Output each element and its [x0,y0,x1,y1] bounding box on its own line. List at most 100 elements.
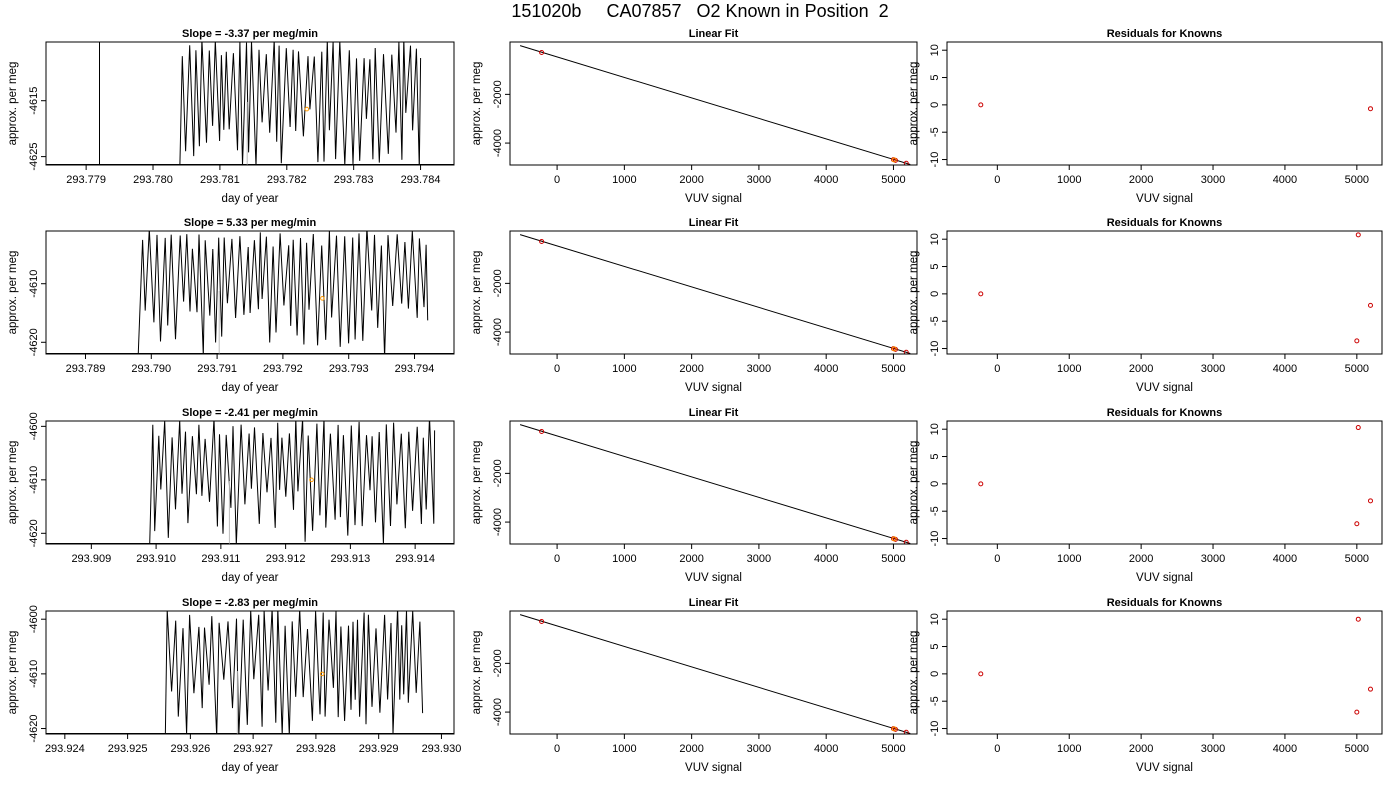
y-tick-label: 5 [929,263,941,269]
plot-data [46,42,454,165]
known-point [1355,616,1361,622]
known-point [539,49,545,55]
panel-title: Linear Fit [689,28,739,40]
plot-data [46,421,454,544]
plot-frame [509,230,918,355]
x-tick-label: 1000 [612,174,636,186]
plot-data [519,614,911,734]
x-axis-label: VUV signal [685,572,742,584]
y-tick-label: -4620 [28,519,40,547]
y-tick-label: -4000 [492,698,504,726]
x-axis-label: VUV signal [1136,193,1193,205]
plot-data [519,234,911,354]
panel-r2-trace: Slope = 5.33 per meg/min day of year appro… [7,217,455,394]
panel-r3-trace: Slope = -2.41 per meg/min day of year appr… [7,407,455,584]
panel-title: Slope = 5.33 per meg/min [184,217,317,229]
plot-frame [946,230,1383,355]
x-tick-label: 0 [994,363,1000,375]
known-point [978,671,984,677]
y-tick-label: 5 [929,453,941,459]
x-tick-label: 3000 [1201,743,1225,755]
known-point [1367,106,1373,112]
known-point [1355,425,1361,431]
x-axis-label: day of year [222,572,279,584]
y-axis-label: approx. per meg [471,62,483,146]
known-point [903,539,909,544]
y-tick-label: -5 [929,506,941,516]
y-axis-label: approx. per meg [7,441,19,525]
panel-r4-fit: Linear Fit VUV signal approx. per meg 0 1000… [471,597,918,774]
panel-r2-fit: Linear Fit VUV signal approx. per meg 0 1000… [471,217,918,394]
x-tick-label: 3000 [747,553,771,565]
known-point [903,729,909,734]
x-tick-label: 293.929 [359,743,399,755]
x-tick-label: 4000 [814,174,838,186]
x-tick-label: 4000 [1273,363,1297,375]
trace-line [137,231,429,354]
x-tick-label: 293.780 [133,174,173,186]
y-axis-label: approx. per meg [471,441,483,525]
x-tick-label: 0 [994,553,1000,565]
y-tick-label: -4610 [28,660,40,688]
known-point [978,291,984,297]
slope-point [309,477,314,483]
x-tick-label: 293.928 [296,743,336,755]
x-tick-label: 5000 [881,553,905,565]
panel-title: Residuals for Knowns [1107,28,1223,40]
x-tick-label: 293.784 [401,174,441,186]
known-point [539,428,545,434]
x-tick-label: 293.930 [422,743,462,755]
panel-r1-trace: Slope = -3.37 per meg/min day of year appr… [7,28,455,205]
x-tick-label: 2000 [1129,174,1153,186]
plot-frame [946,610,1383,735]
y-tick-label: 0 [929,102,941,108]
y-tick-label: 5 [929,643,941,649]
known-point [978,102,984,108]
x-tick-label: 293.914 [395,553,435,565]
y-tick-label: -5 [929,127,941,137]
x-tick-label: 293.794 [395,363,435,375]
x-tick-label: 293.783 [334,174,374,186]
x-tick-label: 4000 [1273,553,1297,565]
plot-frame [509,610,918,735]
x-tick-label: 293.927 [233,743,273,755]
y-tick-label: 0 [929,481,941,487]
x-tick-label: 0 [994,174,1000,186]
x-axis-label: VUV signal [1136,572,1193,584]
known-point [539,238,545,244]
x-axis-label: VUV signal [1136,382,1193,394]
y-axis-label: approx. per meg [908,62,920,146]
known-point [978,481,984,487]
known-point [1354,338,1360,344]
x-tick-label: 293.782 [267,174,307,186]
y-axis-label: approx. per meg [908,441,920,525]
x-tick-label: 1000 [1057,174,1081,186]
plot-data [46,611,454,734]
x-tick-label: 5000 [881,743,905,755]
x-tick-label: 2000 [679,553,703,565]
panel-title: Residuals for Knowns [1107,597,1223,609]
slope-point [891,536,897,542]
x-tick-label: 293.909 [71,553,111,565]
slope-point [891,346,897,352]
page-title: 151020b CA07857 O2 Known in Position 2 [511,1,889,21]
y-tick-label: 0 [929,671,941,677]
panel-title: Linear Fit [689,407,739,419]
known-point [1354,709,1360,715]
y-tick-label: -4610 [28,270,40,298]
x-tick-label: 2000 [679,363,703,375]
y-tick-label: -4620 [28,328,40,356]
x-tick-label: 1000 [1057,743,1081,755]
slope-point [891,726,897,732]
plot-frame [45,610,455,735]
x-axis-label: VUV signal [685,193,742,205]
x-tick-label: 5000 [1345,743,1369,755]
x-tick-label: 0 [554,363,560,375]
y-tick-label: 5 [929,74,941,80]
panel-r3-fit: Linear Fit VUV signal approx. per meg 0 1000… [471,407,918,584]
known-point [1367,686,1373,692]
x-axis-label: day of year [222,193,279,205]
plot-data [978,425,1373,527]
x-tick-label: 2000 [679,743,703,755]
x-tick-label: 5000 [1345,174,1369,186]
